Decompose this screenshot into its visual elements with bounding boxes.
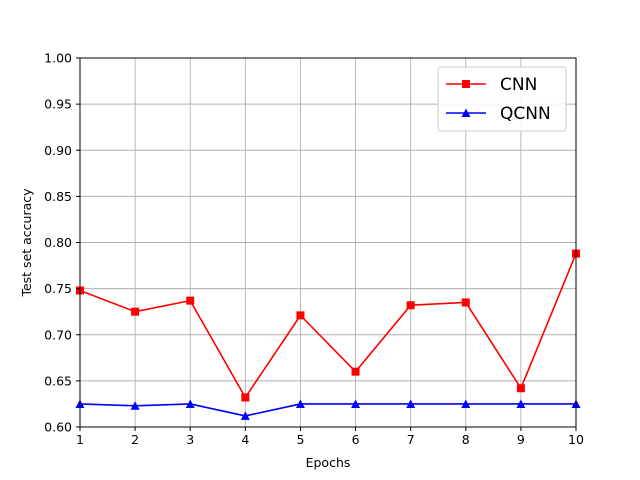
data-point-qcnn — [516, 399, 526, 408]
data-point-cnn — [241, 393, 250, 402]
data-point-qcnn — [351, 399, 361, 408]
y-tick-label: 0.65 — [44, 373, 72, 388]
y-tick-label: 0.95 — [44, 97, 72, 112]
data-point-cnn — [406, 301, 415, 310]
series-line-qcnn — [79, 403, 576, 417]
y-axis-label: Test set accuracy — [19, 188, 34, 298]
legend-marker-cnn — [462, 80, 470, 88]
x-tick-label: 5 — [296, 432, 304, 447]
y-tick-label: 0.85 — [44, 189, 72, 204]
data-point-qcnn — [130, 401, 140, 410]
y-tick-label: 0.70 — [44, 327, 72, 342]
x-tick-label: 10 — [568, 432, 584, 447]
series-line-cnn — [79, 253, 577, 399]
data-point-qcnn — [240, 411, 250, 420]
y-tick-label: 0.60 — [44, 420, 72, 435]
data-point-cnn — [186, 296, 195, 305]
x-tick-label: 1 — [76, 432, 84, 447]
x-tick-label: 4 — [241, 432, 249, 447]
y-axis: 0.60 0.65 0.70 0.75 0.80 0.85 0.90 0.95 1.00 — [44, 51, 80, 435]
legend: CNN QCNN — [437, 66, 567, 132]
legend-label-qcnn: QCNN — [500, 104, 551, 124]
data-point-cnn — [461, 298, 470, 307]
data-point-cnn — [516, 384, 525, 393]
y-tick-label: 1.00 — [44, 51, 72, 66]
data-point-cnn — [296, 311, 305, 320]
x-tick-label: 9 — [517, 432, 525, 447]
legend-label-cnn: CNN — [500, 75, 537, 95]
x-tick-label: 8 — [462, 432, 470, 447]
data-point-qcnn — [295, 399, 305, 408]
legend-marker-qcnn — [461, 108, 471, 117]
data-point-qcnn — [185, 399, 195, 408]
x-tick-label: 3 — [186, 432, 194, 447]
data-point-cnn — [131, 307, 140, 316]
x-tick-label: 7 — [407, 432, 415, 447]
x-axis-label: Epochs — [306, 455, 351, 470]
y-tick-label: 0.90 — [44, 143, 72, 158]
data-point-qcnn — [461, 399, 471, 408]
y-tick-label: 0.75 — [44, 281, 72, 296]
data-point-cnn — [351, 367, 360, 376]
y-tick-label: 0.80 — [44, 235, 72, 250]
x-tick-label: 2 — [131, 432, 139, 447]
x-tick-label: 6 — [352, 432, 360, 447]
data-point-qcnn — [406, 399, 416, 408]
x-axis: 1 2 3 4 5 6 7 8 9 10 — [76, 427, 584, 447]
